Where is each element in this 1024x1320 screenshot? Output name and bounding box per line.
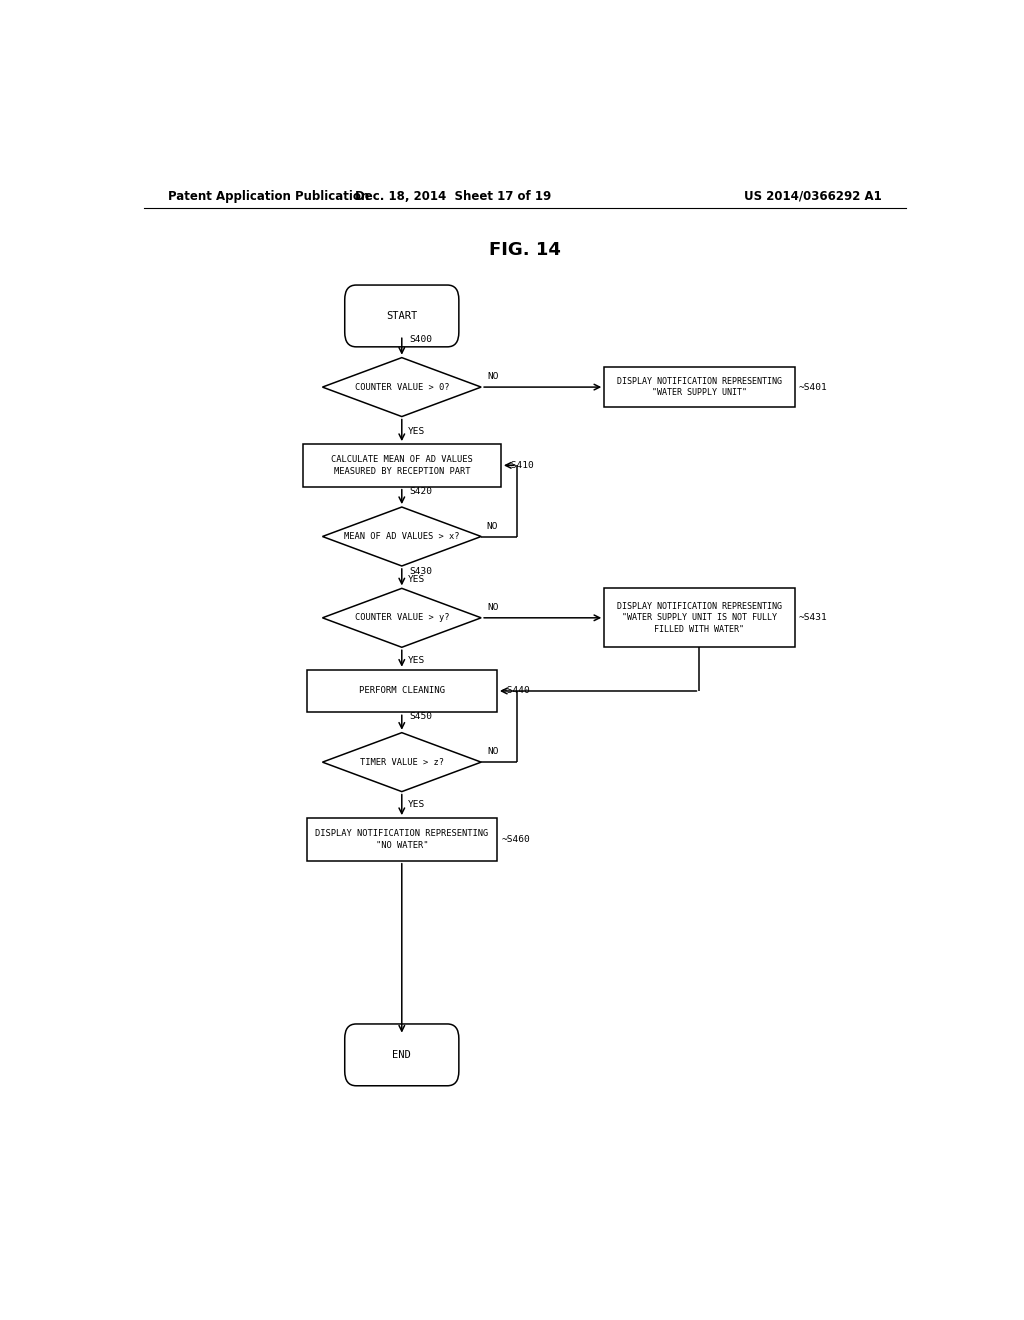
Text: DISPLAY NOTIFICATION REPRESENTING
"NO WATER": DISPLAY NOTIFICATION REPRESENTING "NO WA… bbox=[315, 829, 488, 850]
Text: DISPLAY NOTIFICATION REPRESENTING
"WATER SUPPLY UNIT": DISPLAY NOTIFICATION REPRESENTING "WATER… bbox=[616, 376, 782, 397]
Text: START: START bbox=[386, 312, 418, 321]
Text: MEAN OF AD VALUES > x?: MEAN OF AD VALUES > x? bbox=[344, 532, 460, 541]
Text: CALCULATE MEAN OF AD VALUES
MEASURED BY RECEPTION PART: CALCULATE MEAN OF AD VALUES MEASURED BY … bbox=[331, 455, 473, 475]
FancyBboxPatch shape bbox=[303, 444, 501, 487]
FancyBboxPatch shape bbox=[345, 1024, 459, 1086]
Text: NO: NO bbox=[487, 747, 499, 756]
Text: YES: YES bbox=[408, 428, 425, 437]
Text: COUNTER VALUE > y?: COUNTER VALUE > y? bbox=[354, 614, 450, 622]
FancyBboxPatch shape bbox=[604, 367, 795, 408]
Text: ~S440: ~S440 bbox=[502, 686, 530, 696]
Text: YES: YES bbox=[408, 656, 425, 665]
Text: ~S460: ~S460 bbox=[502, 834, 530, 843]
Text: YES: YES bbox=[408, 800, 425, 809]
FancyBboxPatch shape bbox=[306, 818, 497, 861]
Text: S420: S420 bbox=[410, 487, 433, 496]
Text: ~S401: ~S401 bbox=[799, 383, 827, 392]
Text: ~S410: ~S410 bbox=[506, 461, 535, 470]
Text: FIG. 14: FIG. 14 bbox=[488, 240, 561, 259]
Text: COUNTER VALUE > 0?: COUNTER VALUE > 0? bbox=[354, 383, 450, 392]
FancyBboxPatch shape bbox=[306, 669, 497, 713]
FancyBboxPatch shape bbox=[345, 285, 459, 347]
Polygon shape bbox=[323, 589, 481, 647]
Text: PERFORM CLEANING: PERFORM CLEANING bbox=[358, 686, 444, 696]
FancyBboxPatch shape bbox=[604, 589, 795, 647]
Text: NO: NO bbox=[486, 521, 498, 531]
Text: US 2014/0366292 A1: US 2014/0366292 A1 bbox=[744, 190, 882, 202]
Text: END: END bbox=[392, 1049, 412, 1060]
Text: DISPLAY NOTIFICATION REPRESENTING
"WATER SUPPLY UNIT IS NOT FULLY
FILLED WITH WA: DISPLAY NOTIFICATION REPRESENTING "WATER… bbox=[616, 602, 782, 634]
Text: YES: YES bbox=[408, 574, 425, 583]
Text: S400: S400 bbox=[410, 335, 433, 345]
Text: NO: NO bbox=[487, 372, 499, 381]
Text: S430: S430 bbox=[410, 566, 433, 576]
Polygon shape bbox=[323, 507, 481, 566]
Text: Patent Application Publication: Patent Application Publication bbox=[168, 190, 369, 202]
Text: Dec. 18, 2014  Sheet 17 of 19: Dec. 18, 2014 Sheet 17 of 19 bbox=[355, 190, 552, 202]
Text: TIMER VALUE > z?: TIMER VALUE > z? bbox=[359, 758, 443, 767]
Polygon shape bbox=[323, 358, 481, 417]
Polygon shape bbox=[323, 733, 481, 792]
Text: NO: NO bbox=[487, 603, 499, 612]
Text: ~S431: ~S431 bbox=[799, 614, 827, 622]
Text: S450: S450 bbox=[410, 711, 433, 721]
